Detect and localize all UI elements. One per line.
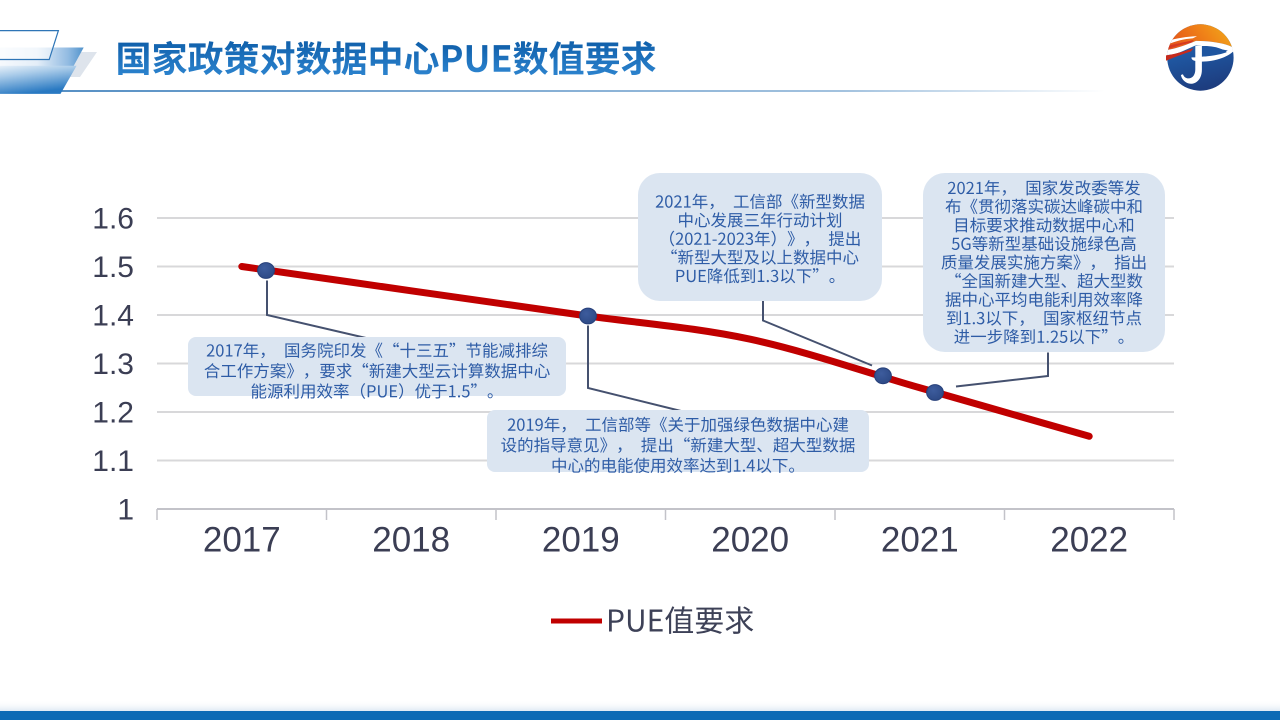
svg-text:2018: 2018: [372, 521, 450, 560]
svg-text:2021: 2021: [881, 521, 959, 560]
svg-text:1.3: 1.3: [92, 348, 134, 381]
svg-text:1.6: 1.6: [92, 203, 134, 236]
svg-text:2017: 2017: [203, 521, 281, 560]
svg-text:2022: 2022: [1050, 521, 1128, 560]
svg-text:1: 1: [117, 494, 134, 527]
svg-text:2019: 2019: [542, 521, 620, 560]
svg-text:1.1: 1.1: [92, 445, 134, 478]
svg-text:1.4: 1.4: [92, 300, 134, 333]
svg-text:2020: 2020: [711, 521, 789, 560]
svg-text:1.2: 1.2: [92, 397, 134, 430]
svg-text:1.5: 1.5: [92, 251, 134, 284]
